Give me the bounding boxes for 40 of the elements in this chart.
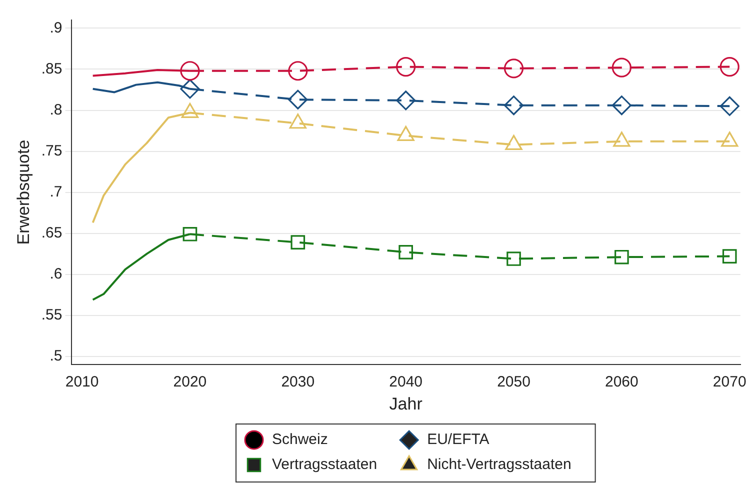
point xyxy=(290,235,306,250)
y-tick-label: .65 xyxy=(41,224,62,242)
point xyxy=(288,90,308,110)
point xyxy=(722,249,737,264)
point xyxy=(396,56,416,77)
legend-label: EU/EFTA xyxy=(427,431,490,448)
point xyxy=(504,96,524,116)
point xyxy=(180,61,200,81)
x-tick-label: 2050 xyxy=(497,374,530,391)
x-tick-label: 2010 xyxy=(65,374,99,391)
legend-label: Schweiz xyxy=(272,431,328,448)
y-tick-label: .7 xyxy=(50,183,62,200)
x-tick-label: 2060 xyxy=(604,374,638,391)
point xyxy=(504,58,524,78)
x-axis-title: Jahr xyxy=(389,394,423,414)
point xyxy=(506,252,521,266)
y-tick-label: .5 xyxy=(50,348,62,365)
point xyxy=(398,245,413,260)
x-tick-label: 2040 xyxy=(389,374,423,391)
x-tick-label: 2020 xyxy=(173,374,207,391)
point xyxy=(182,226,198,242)
point xyxy=(288,61,308,81)
x-tick-label: 2070 xyxy=(712,374,746,391)
y-axis-title: Erwerbsquote xyxy=(14,140,33,245)
point xyxy=(720,96,740,116)
point xyxy=(396,90,416,110)
y-tick-label: .85 xyxy=(41,60,62,78)
point xyxy=(612,96,632,116)
x-tick-label: 2030 xyxy=(281,374,315,391)
point xyxy=(614,250,629,264)
point xyxy=(720,56,740,77)
point xyxy=(612,58,632,78)
point xyxy=(180,79,200,99)
legend-label: Vertragsstaaten xyxy=(272,456,378,474)
y-tick-label: .6 xyxy=(50,265,62,282)
y-tick-label: .8 xyxy=(50,101,62,118)
y-tick-label: .75 xyxy=(41,142,62,160)
y-tick-label: .9 xyxy=(50,19,62,36)
legend-label: Nicht-Vertragsstaaten xyxy=(427,456,572,474)
y-tick-label: .55 xyxy=(41,306,62,324)
